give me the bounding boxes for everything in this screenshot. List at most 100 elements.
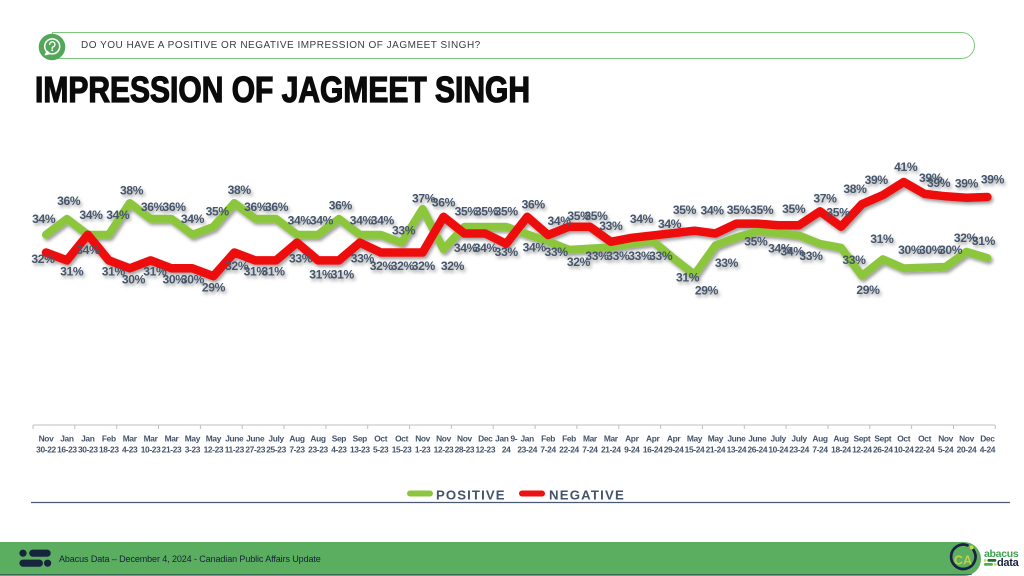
- svg-text:33%: 33%: [606, 249, 630, 263]
- svg-text:34%: 34%: [781, 245, 805, 259]
- svg-text:29%: 29%: [202, 281, 226, 295]
- svg-text:33%: 33%: [289, 252, 313, 266]
- svg-text:34%: 34%: [523, 241, 547, 255]
- svg-text:35%: 35%: [584, 209, 608, 223]
- svg-text:41%: 41%: [894, 160, 918, 174]
- svg-text:30%: 30%: [919, 243, 943, 257]
- svg-text:34%: 34%: [288, 213, 312, 227]
- svg-text:36%: 36%: [432, 196, 456, 210]
- svg-text:32%: 32%: [567, 255, 591, 269]
- svg-text:36%: 36%: [329, 199, 353, 213]
- svg-text:34%: 34%: [32, 212, 56, 226]
- svg-text:34%: 34%: [350, 213, 374, 227]
- svg-text:33%: 33%: [842, 253, 866, 267]
- svg-text:32%: 32%: [225, 259, 249, 273]
- svg-text:32%: 32%: [412, 259, 436, 273]
- svg-text:35%: 35%: [475, 205, 499, 219]
- svg-text:30%: 30%: [939, 243, 963, 257]
- svg-text:36%: 36%: [244, 200, 268, 214]
- svg-text:37%: 37%: [813, 192, 837, 206]
- svg-text:34%: 34%: [76, 243, 100, 257]
- svg-text:34%: 34%: [371, 213, 395, 227]
- svg-text:32%: 32%: [954, 231, 978, 245]
- svg-text:32%: 32%: [391, 259, 415, 273]
- svg-text:34%: 34%: [106, 208, 130, 222]
- svg-text:33%: 33%: [351, 252, 375, 266]
- svg-text:38%: 38%: [120, 184, 144, 198]
- svg-text:31%: 31%: [331, 268, 355, 282]
- svg-text:39%: 39%: [955, 176, 979, 190]
- svg-text:31%: 31%: [244, 265, 268, 279]
- svg-text:39%: 39%: [927, 176, 951, 190]
- svg-text:35%: 35%: [206, 205, 230, 219]
- svg-text:31%: 31%: [972, 234, 996, 248]
- svg-text:36%: 36%: [522, 198, 546, 212]
- svg-text:33%: 33%: [585, 249, 609, 263]
- svg-text:35%: 35%: [744, 235, 768, 249]
- svg-text:31%: 31%: [102, 265, 126, 279]
- svg-text:34%: 34%: [310, 213, 334, 227]
- svg-text:36%: 36%: [141, 200, 165, 214]
- svg-text:39%: 39%: [865, 173, 889, 187]
- svg-text:39%: 39%: [981, 172, 1005, 186]
- svg-text:33%: 33%: [649, 249, 673, 263]
- svg-text:29%: 29%: [856, 283, 880, 297]
- svg-text:34%: 34%: [548, 214, 572, 228]
- svg-text:36%: 36%: [57, 194, 81, 208]
- svg-text:31%: 31%: [870, 232, 894, 246]
- svg-text:33%: 33%: [628, 249, 652, 263]
- svg-text:34%: 34%: [474, 241, 498, 255]
- svg-text:34%: 34%: [630, 212, 654, 226]
- svg-text:34%: 34%: [79, 208, 103, 222]
- svg-text:32%: 32%: [441, 259, 465, 273]
- svg-text:38%: 38%: [843, 182, 867, 196]
- svg-text:33%: 33%: [715, 256, 739, 270]
- svg-text:32%: 32%: [370, 259, 394, 273]
- svg-text:34%: 34%: [658, 217, 682, 231]
- svg-text:CA: CA: [954, 554, 972, 568]
- svg-text:39%: 39%: [919, 171, 943, 185]
- svg-text:33%: 33%: [599, 219, 623, 233]
- svg-text:33%: 33%: [545, 245, 569, 259]
- svg-text:32%: 32%: [31, 252, 55, 266]
- svg-text:35%: 35%: [727, 203, 751, 217]
- svg-text:35%: 35%: [750, 203, 774, 217]
- svg-text:31%: 31%: [676, 271, 700, 285]
- svg-text:37%: 37%: [412, 191, 436, 205]
- svg-text:30%: 30%: [163, 273, 187, 287]
